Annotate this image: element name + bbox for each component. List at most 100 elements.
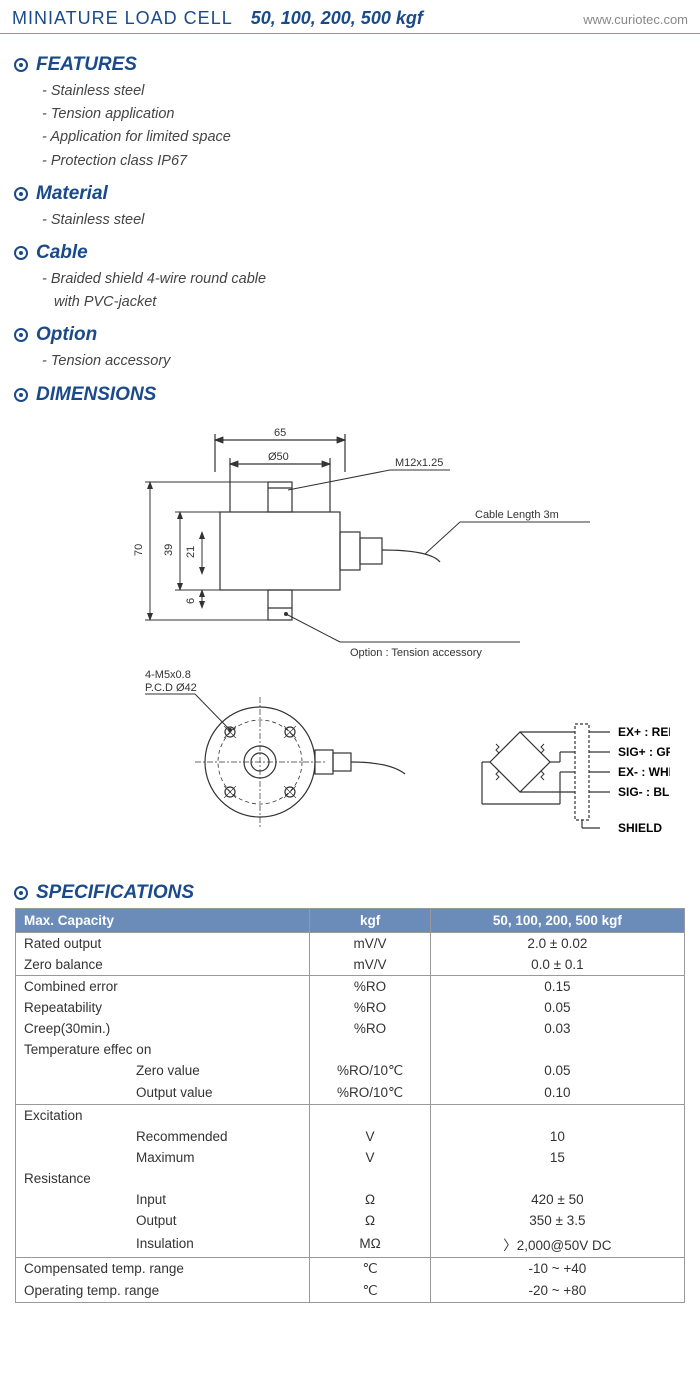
svg-text:4-M5x0.8: 4-M5x0.8	[145, 669, 191, 681]
spec-row-value: 0.0 ± 0.1	[430, 954, 684, 976]
list-item: Stainless steel	[42, 209, 686, 232]
section-dimensions: DIMENSIONS	[14, 384, 686, 872]
section-title: Material	[36, 183, 108, 205]
svg-text:70: 70	[133, 543, 145, 555]
technical-drawing-svg: 65 Ø50 70 39 21 6 M12x1.25 Cable Length …	[30, 412, 670, 872]
section-title: SPECIFICATIONS	[36, 882, 194, 904]
section-cable: Cable Braided shield 4-wire round cable …	[14, 242, 686, 314]
svg-text:P.C.D Ø42: P.C.D Ø42	[145, 682, 197, 694]
spec-row-label: Zero value	[16, 1060, 310, 1082]
features-list: Stainless steel Tension application Appl…	[42, 80, 686, 173]
spec-row-value: 0.05	[430, 1060, 684, 1082]
spec-row-value	[430, 1168, 684, 1189]
section-title: Cable	[36, 242, 88, 264]
spec-header: kgf	[310, 908, 430, 932]
spec-row-label: Resistance	[16, 1168, 310, 1189]
section-material: Material Stainless steel	[14, 183, 686, 232]
option-list: Tension accessory	[42, 350, 686, 373]
spec-row-value: 0.15	[430, 975, 684, 997]
spec-row-label: Creep(30min.)	[16, 1018, 310, 1039]
header-models: 50, 100, 200, 500 kgf	[251, 8, 423, 29]
svg-text:6: 6	[185, 597, 197, 603]
svg-text:M12x1.25: M12x1.25	[395, 457, 443, 469]
spec-row-value	[430, 1039, 684, 1060]
spec-row-unit: Ω	[310, 1210, 430, 1231]
spec-row-label: Combined error	[16, 975, 310, 997]
spec-row-unit: V	[310, 1126, 430, 1147]
spec-row-unit: V	[310, 1147, 430, 1168]
list-item: Stainless steel	[42, 80, 686, 103]
list-item-cont: with PVC-jacket	[54, 291, 686, 314]
header-url: www.curiotec.com	[583, 12, 688, 27]
spec-row-unit	[310, 1168, 430, 1189]
spec-row-label: Operating temp. range	[16, 1280, 310, 1303]
svg-text:SIG- : BLUE: SIG- : BLUE	[618, 785, 670, 799]
svg-text:39: 39	[163, 543, 175, 555]
spec-header: 50, 100, 200, 500 kgf	[430, 908, 684, 932]
bullet-icon	[14, 886, 28, 900]
spec-row-value: 350 ± 3.5	[430, 1210, 684, 1231]
spec-row-value	[430, 1104, 684, 1126]
list-item: Braided shield 4-wire round cable	[42, 268, 686, 291]
section-specifications: SPECIFICATIONS Max. Capacity kgf 50, 100…	[14, 882, 686, 1303]
list-item: Tension accessory	[42, 350, 686, 373]
spec-row-unit: ℃	[310, 1257, 430, 1280]
spec-row-unit: Ω	[310, 1189, 430, 1210]
bullet-icon	[14, 58, 28, 72]
svg-text:SHIELD: SHIELD	[618, 821, 662, 835]
dimension-diagram: 65 Ø50 70 39 21 6 M12x1.25 Cable Length …	[30, 412, 670, 872]
bullet-icon	[14, 388, 28, 402]
spec-row-label: Recommended	[16, 1126, 310, 1147]
spec-row-unit: %RO	[310, 1018, 430, 1039]
svg-text:Option : Tension accessory: Option : Tension accessory	[350, 647, 482, 659]
spec-row-value: 0.05	[430, 997, 684, 1018]
section-option: Option Tension accessory	[14, 324, 686, 373]
spec-row-unit: %RO/10℃	[310, 1060, 430, 1082]
spec-row-value: -20 ~ +80	[430, 1280, 684, 1303]
list-item: Tension application	[42, 103, 686, 126]
spec-row-unit: ℃	[310, 1280, 430, 1303]
spec-row-unit	[310, 1104, 430, 1126]
bullet-icon	[14, 328, 28, 342]
cable-list: Braided shield 4-wire round cable with P…	[42, 268, 686, 314]
spec-row-label: Excitation	[16, 1104, 310, 1126]
spec-row-value: 420 ± 50	[430, 1189, 684, 1210]
spec-row-unit: MΩ	[310, 1231, 430, 1258]
spec-row-label: Zero balance	[16, 954, 310, 976]
spec-row-unit	[310, 1039, 430, 1060]
spec-table: Max. Capacity kgf 50, 100, 200, 500 kgf …	[15, 908, 685, 1303]
spec-row-value: 〉2,000@50V DC	[430, 1231, 684, 1258]
list-item: Protection class IP67	[42, 150, 686, 173]
spec-row-value: -10 ~ +40	[430, 1257, 684, 1280]
bullet-icon	[14, 187, 28, 201]
svg-text:EX- : WHITE: EX- : WHITE	[618, 765, 670, 779]
svg-text:Ø50: Ø50	[268, 451, 289, 463]
bullet-icon	[14, 246, 28, 260]
section-title: Option	[36, 324, 97, 346]
material-list: Stainless steel	[42, 209, 686, 232]
header-title: MINIATURE LOAD CELL	[12, 8, 233, 29]
section-features: FEATURES Stainless steel Tension applica…	[14, 54, 686, 173]
svg-text:SIG+ : GREEN: SIG+ : GREEN	[618, 745, 670, 759]
spec-row-value: 2.0 ± 0.02	[430, 932, 684, 954]
spec-row-unit: mV/V	[310, 932, 430, 954]
section-title: DIMENSIONS	[36, 384, 156, 406]
spec-row-unit: %RO	[310, 975, 430, 997]
spec-row-label: Input	[16, 1189, 310, 1210]
spec-row-label: Rated output	[16, 932, 310, 954]
svg-text:21: 21	[185, 545, 197, 557]
spec-row-label: Compensated temp. range	[16, 1257, 310, 1280]
spec-row-unit: %RO	[310, 997, 430, 1018]
spec-row-value: 15	[430, 1147, 684, 1168]
spec-row-label: Temperature effec on	[16, 1039, 310, 1060]
spec-row-unit: mV/V	[310, 954, 430, 976]
spec-row-label: Insulation	[16, 1231, 310, 1258]
page-header: MINIATURE LOAD CELL 50, 100, 200, 500 kg…	[0, 0, 700, 34]
spec-row-label: Output value	[16, 1082, 310, 1105]
spec-row-label: Repeatability	[16, 997, 310, 1018]
spec-row-unit: %RO/10℃	[310, 1082, 430, 1105]
spec-row-label: Maximum	[16, 1147, 310, 1168]
spec-row-value: 10	[430, 1126, 684, 1147]
list-item: Application for limited space	[42, 126, 686, 149]
spec-row-label: Output	[16, 1210, 310, 1231]
